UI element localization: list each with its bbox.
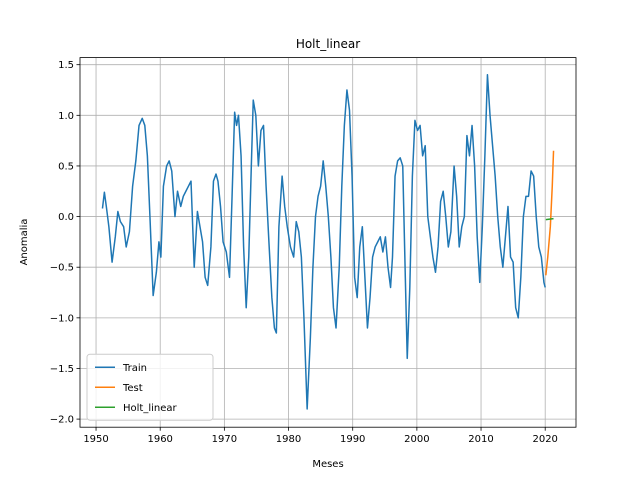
y-tick-label: −1.5 xyxy=(50,364,74,375)
x-tick-label: 1960 xyxy=(147,434,172,445)
x-tick-label: 1970 xyxy=(212,434,237,445)
y-axis-label: Anomalia xyxy=(19,219,30,266)
x-tick-label: 1980 xyxy=(276,434,301,445)
series-line xyxy=(101,74,546,410)
y-tick-label: −0.5 xyxy=(50,263,74,274)
y-tick-label: −2.0 xyxy=(50,415,74,426)
x-tick-label: 1990 xyxy=(340,434,365,445)
plot-frame xyxy=(79,57,577,428)
y-tick-label: 1.5 xyxy=(58,60,74,71)
x-tick-label: 2020 xyxy=(532,434,557,445)
x-tick-label: 2000 xyxy=(404,434,429,445)
legend-label: Test xyxy=(122,383,143,394)
legend-box xyxy=(86,353,214,421)
y-tick-label: 1.0 xyxy=(58,111,74,122)
x-axis-label: Meses xyxy=(312,459,343,470)
legend-label: Holt_linear xyxy=(123,403,178,414)
y-tick-label: 0.5 xyxy=(58,161,74,172)
y-tick-label: 0.0 xyxy=(58,212,74,223)
series-line xyxy=(545,150,555,276)
chart-title: Holt_linear xyxy=(296,37,360,51)
x-tick-label: 2010 xyxy=(468,434,493,445)
legend-label: Train xyxy=(122,363,147,374)
y-tick-label: −1.0 xyxy=(50,313,74,324)
series-line xyxy=(545,217,554,221)
x-tick-label: 1950 xyxy=(83,434,108,445)
